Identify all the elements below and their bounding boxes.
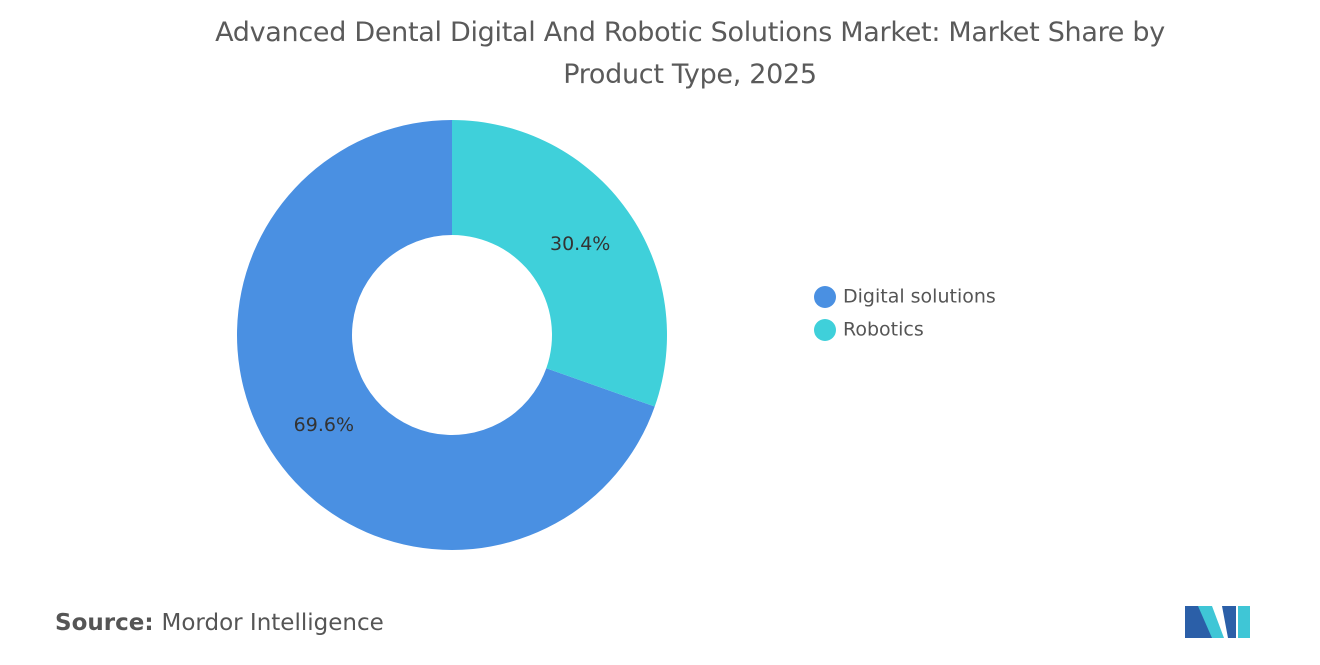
logo <box>1185 606 1250 638</box>
source-label: Source: <box>55 610 154 636</box>
donut-slice <box>452 120 668 407</box>
legend-marker <box>814 319 836 341</box>
source: Source: Mordor Intelligence <box>55 610 384 636</box>
source-text: Mordor Intelligence <box>161 610 384 636</box>
data-label: 30.4% <box>550 233 610 255</box>
legend-label: Robotics <box>843 319 924 341</box>
chart-title: Advanced Dental Digital And Robotic Solu… <box>215 17 1165 90</box>
donut-slice <box>237 120 655 551</box>
data-label: 69.6% <box>294 414 354 436</box>
legend-marker <box>814 286 836 308</box>
legend-label: Digital solutions <box>843 286 996 308</box>
